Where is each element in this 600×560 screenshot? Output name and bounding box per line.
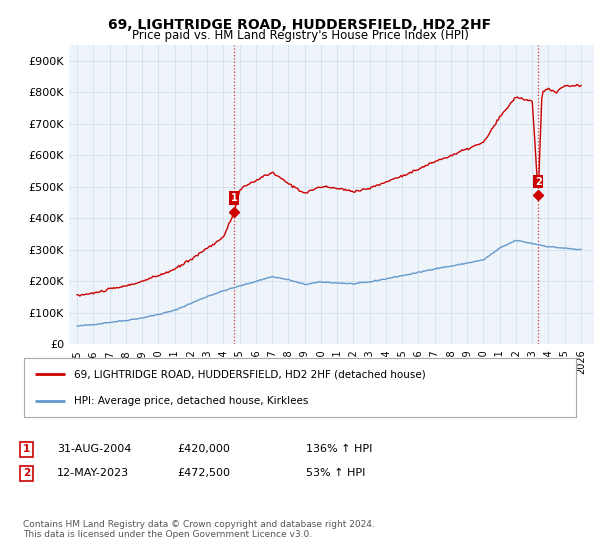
Text: 2: 2	[535, 176, 542, 186]
Text: Price paid vs. HM Land Registry's House Price Index (HPI): Price paid vs. HM Land Registry's House …	[131, 29, 469, 42]
Text: 2: 2	[23, 468, 30, 478]
Text: 69, LIGHTRIDGE ROAD, HUDDERSFIELD, HD2 2HF (detached house): 69, LIGHTRIDGE ROAD, HUDDERSFIELD, HD2 2…	[74, 369, 425, 379]
Text: 53% ↑ HPI: 53% ↑ HPI	[306, 468, 365, 478]
Text: HPI: Average price, detached house, Kirklees: HPI: Average price, detached house, Kirk…	[74, 396, 308, 407]
Text: 1: 1	[23, 444, 30, 454]
Text: £472,500: £472,500	[177, 468, 230, 478]
Text: 31-AUG-2004: 31-AUG-2004	[57, 444, 131, 454]
Text: 12-MAY-2023: 12-MAY-2023	[57, 468, 129, 478]
Text: 1: 1	[231, 193, 238, 203]
Text: £420,000: £420,000	[177, 444, 230, 454]
Text: 136% ↑ HPI: 136% ↑ HPI	[306, 444, 373, 454]
Text: Contains HM Land Registry data © Crown copyright and database right 2024.
This d: Contains HM Land Registry data © Crown c…	[23, 520, 374, 539]
Text: 69, LIGHTRIDGE ROAD, HUDDERSFIELD, HD2 2HF: 69, LIGHTRIDGE ROAD, HUDDERSFIELD, HD2 2…	[109, 18, 491, 32]
